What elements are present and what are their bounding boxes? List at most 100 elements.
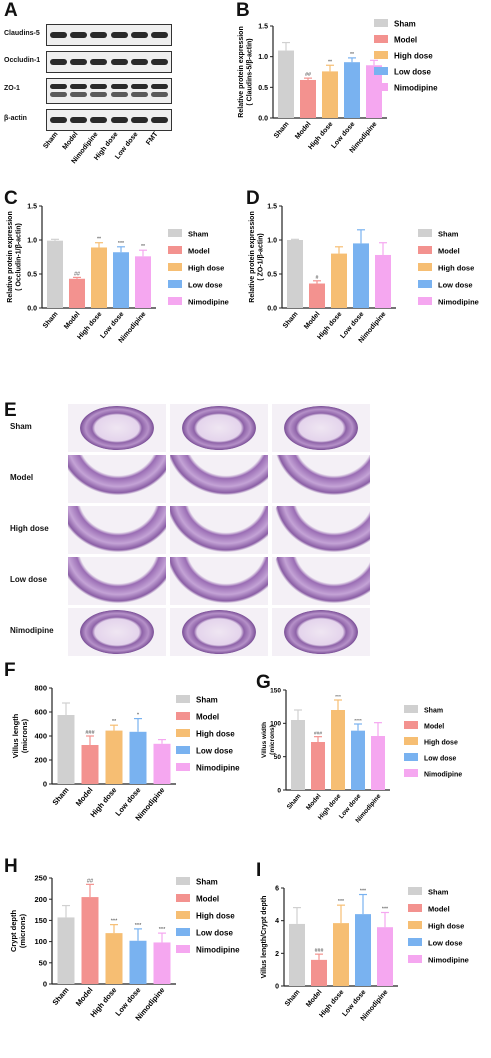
bar <box>351 730 365 790</box>
legend-label: High dose <box>428 922 464 931</box>
x-tick-label: Model <box>294 121 312 141</box>
legend-swatch <box>176 894 190 902</box>
blot-band <box>130 92 148 97</box>
bar <box>57 917 75 984</box>
bar <box>291 720 305 790</box>
bar <box>113 252 129 308</box>
significance-label: ** <box>350 52 354 58</box>
legend-label: Nimodipine <box>196 764 240 773</box>
blot-label-claudins5: Claudins-5 <box>4 30 40 37</box>
bar <box>331 710 345 790</box>
bar <box>81 745 99 784</box>
bar <box>309 283 325 308</box>
chart-b-claudins5: 0.0 0.5 1.0 1.5 Relative protein expression(… <box>238 19 438 154</box>
tissue-section <box>182 610 256 654</box>
blot-band <box>50 32 67 38</box>
bar <box>377 927 393 986</box>
legend-swatch <box>176 729 190 737</box>
legend-swatch <box>374 83 388 91</box>
legend-label: Model <box>196 713 219 722</box>
histology-image <box>170 608 268 656</box>
histo-row-label-model: Model <box>10 473 34 482</box>
legend-label: Nimodipine <box>188 298 229 307</box>
legend-label: Low dose <box>428 939 463 948</box>
legend-label: Sham <box>438 230 459 239</box>
bar <box>355 914 371 986</box>
histology-panel: Sham Model High dose Low dose Nimodipine <box>10 400 396 658</box>
legend-swatch <box>374 19 388 27</box>
bar <box>353 243 369 308</box>
blot-band <box>151 117 168 123</box>
blot-band <box>90 92 108 97</box>
blot-band <box>50 117 67 123</box>
x-tick-label: Model <box>305 793 323 812</box>
y-axis-label: Villus length/Crypt depth <box>261 896 268 979</box>
legend-label: High dose <box>196 912 235 921</box>
significance-label: ** <box>112 719 117 725</box>
blot-strip-occludin1 <box>46 51 172 73</box>
y-tick-label: 50 <box>274 754 282 761</box>
bar <box>333 923 349 986</box>
bar <box>105 730 123 784</box>
legend-label: High dose <box>196 730 235 739</box>
y-tick-label: 6 <box>275 885 279 892</box>
y-tick-label: 200 <box>34 756 47 765</box>
tissue-section <box>284 406 358 450</box>
legend-label: Low dose <box>196 929 233 938</box>
legend-swatch <box>168 280 182 288</box>
legend-label: Model <box>438 247 460 256</box>
legend-swatch <box>408 955 422 963</box>
histology-image <box>68 557 166 605</box>
legend-swatch <box>374 51 388 59</box>
y-tick-label: 0 <box>43 780 47 789</box>
legend-swatch <box>408 921 422 929</box>
panel-letter-b: B <box>236 0 250 21</box>
legend-swatch <box>418 280 432 288</box>
y-tick-label: 0 <box>43 980 47 989</box>
y-tick-label: 100 <box>270 721 281 728</box>
legend-label: Sham <box>196 696 218 705</box>
legend-label: Nimodipine <box>196 946 240 955</box>
x-tick-label: Model <box>303 311 321 331</box>
legend-label: Low dose <box>424 756 456 763</box>
bar <box>153 743 171 784</box>
chart-f-villus-length: 0 200 400 600 800 Villus length (microns) Sham #… <box>11 684 240 823</box>
x-tick-label: Sham <box>286 793 303 811</box>
y-tick-label: 1.0 <box>27 237 37 244</box>
y-tick-label: 0 <box>277 787 281 794</box>
legend-swatch <box>176 928 190 936</box>
western-blot-panel: Claudins-5 Occludin-1 ZO-1 β-actin Sham … <box>0 0 175 165</box>
bar <box>129 731 147 784</box>
significance-label: ## <box>74 271 80 277</box>
chart-d-zo1: 0.0 0.5 1.0 1.5 Relative protein expression(… <box>249 203 479 344</box>
y-tick-label: 1.0 <box>258 54 268 61</box>
bar <box>105 933 123 984</box>
lane-label-sham: Sham <box>42 131 59 150</box>
legend-swatch <box>176 712 190 720</box>
histo-row-label-sham: Sham <box>10 422 32 431</box>
bar <box>69 278 85 308</box>
y-tick-label: 0.5 <box>267 271 277 278</box>
legend-swatch <box>404 737 418 745</box>
legend-swatch <box>374 35 388 43</box>
y-tick-label: 400 <box>34 732 47 741</box>
y-axis-label: ( Claudins-5/β-actin) <box>247 38 254 105</box>
legend-swatch <box>418 246 432 254</box>
legend-swatch <box>418 229 432 237</box>
legend-label: Low dose <box>394 68 431 77</box>
bar <box>287 240 303 308</box>
y-tick-label: 4 <box>275 918 279 925</box>
legend-swatch <box>404 753 418 761</box>
blot-band <box>70 117 88 123</box>
tissue-section <box>170 557 268 603</box>
y-tick-label: 1.5 <box>258 23 268 30</box>
legend-label: Model <box>196 895 219 904</box>
y-tick-label: 0.0 <box>267 305 277 312</box>
blot-strip-beta-actin <box>46 109 172 131</box>
tissue-section <box>80 406 154 450</box>
blot-band <box>151 92 168 97</box>
legend-swatch <box>176 695 190 703</box>
significance-label: * <box>137 713 140 719</box>
significance-label: *** <box>360 889 366 895</box>
significance-label: ## <box>305 72 311 78</box>
